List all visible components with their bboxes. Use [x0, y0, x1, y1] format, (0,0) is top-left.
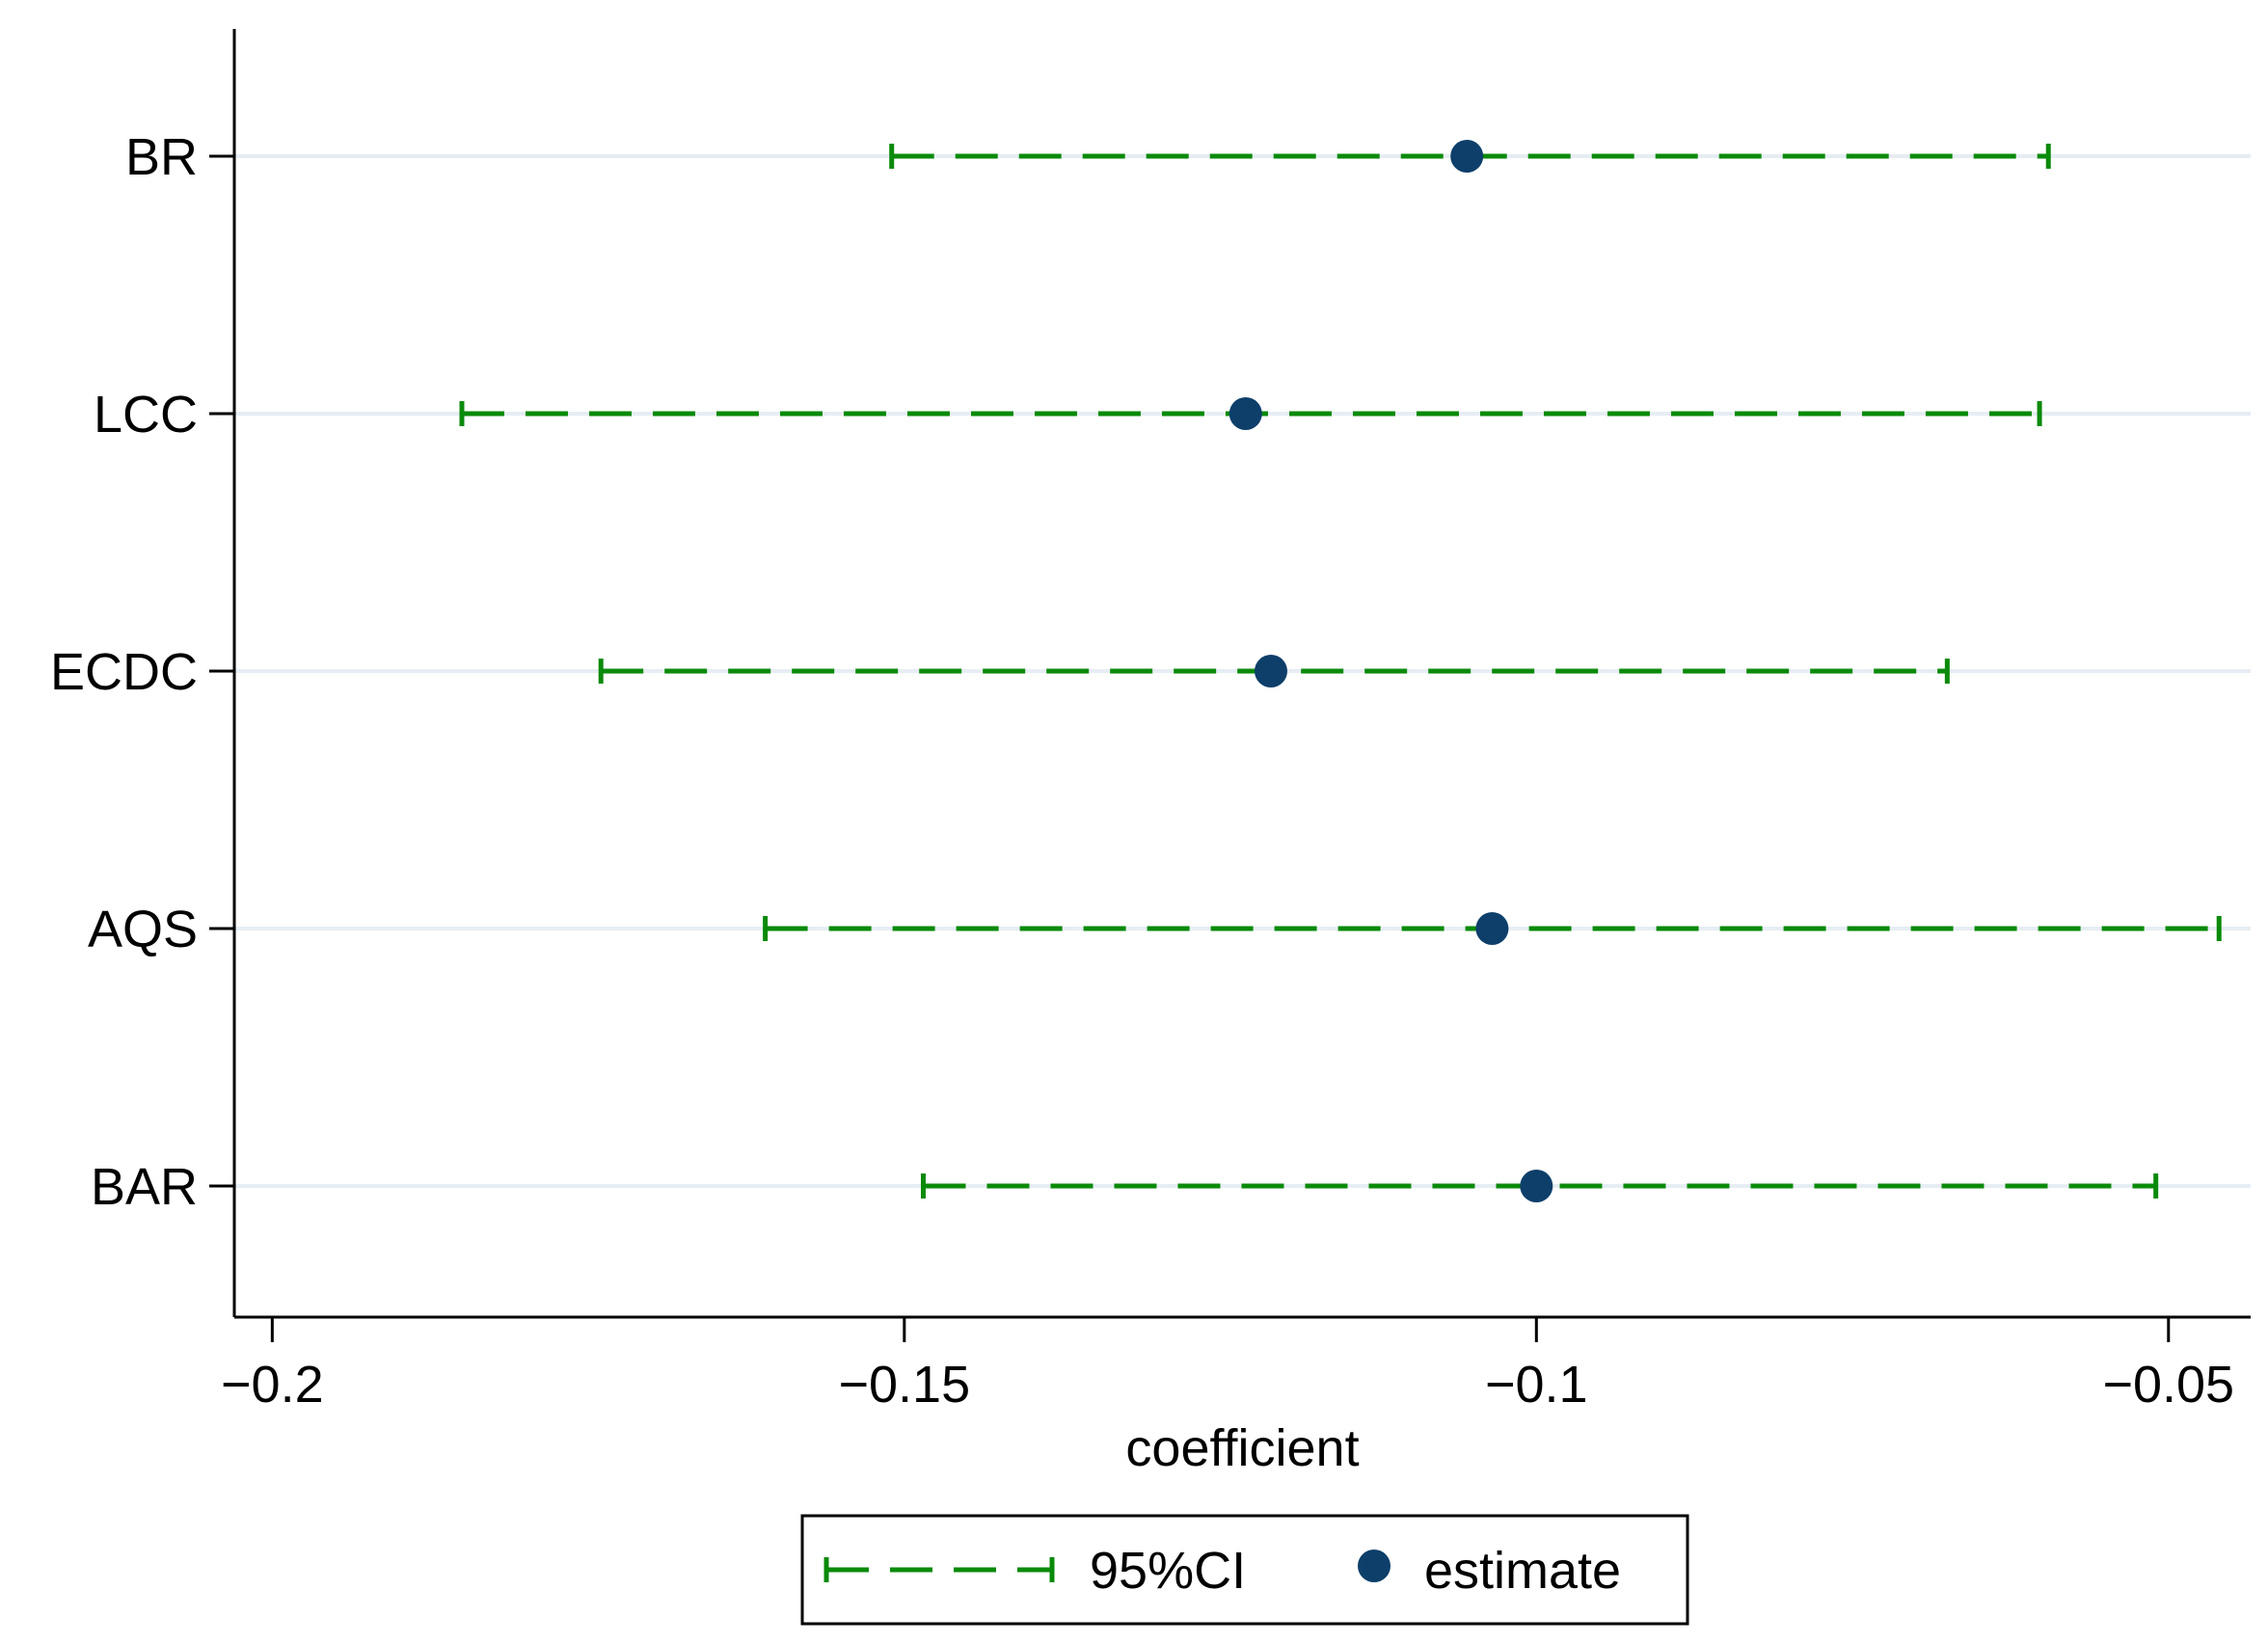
x-axis-title: coefficient	[1125, 1419, 1359, 1477]
estimate-point	[1475, 912, 1509, 945]
x-tick-label: −0.2	[221, 1356, 324, 1414]
x-tick-label: −0.15	[838, 1356, 970, 1414]
y-tick-label: AQS	[88, 901, 198, 958]
legend-ci-label: 95%CI	[1090, 1542, 1246, 1600]
x-tick-label: −0.05	[2102, 1356, 2234, 1414]
estimate-point	[1254, 655, 1287, 687]
legend-estimate-symbol	[1358, 1550, 1390, 1582]
x-tick-label: −0.1	[1485, 1356, 1588, 1414]
estimate-series	[1228, 140, 1553, 1202]
estimate-point	[1450, 140, 1484, 173]
y-tick-label: BAR	[91, 1158, 198, 1216]
legend: 95%CI estimate	[800, 1514, 1689, 1626]
axes: BR LCC ECDC AQS BAR −0.2 −0.15 −0.1 −0.05	[50, 29, 2251, 1414]
estimate-point	[1228, 397, 1262, 430]
y-tick-label: LCC	[94, 386, 198, 444]
legend-ci-symbol	[824, 1557, 1055, 1582]
legend-estimate-label: estimate	[1424, 1542, 1621, 1600]
estimate-point	[1520, 1170, 1553, 1202]
y-tick-label: ECDC	[50, 643, 198, 701]
y-tick-label: BR	[125, 128, 198, 186]
legend-box	[800, 1514, 1689, 1626]
